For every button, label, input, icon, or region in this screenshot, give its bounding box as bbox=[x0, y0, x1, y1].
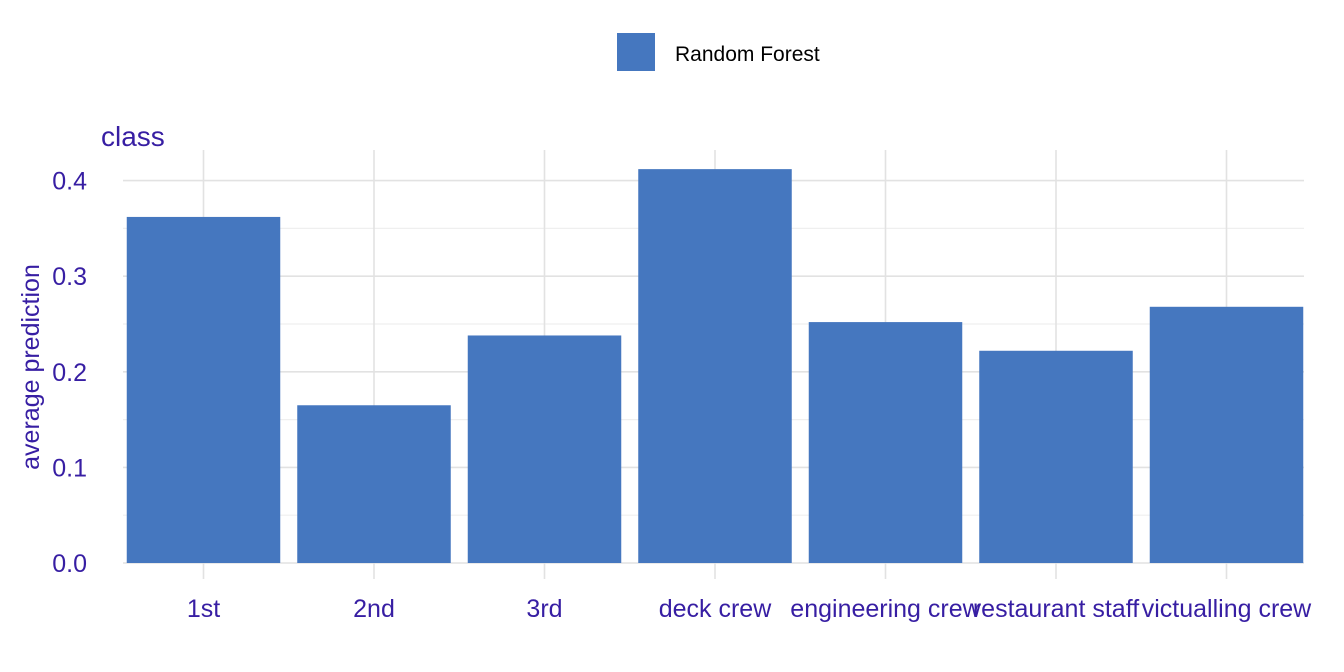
legend-label-random-forest: Random Forest bbox=[675, 43, 820, 66]
x-tick-label: engineering crew bbox=[790, 595, 981, 623]
y-tick-label: 0.3 bbox=[52, 263, 87, 291]
bar-1st bbox=[126, 216, 281, 564]
x-tick-label: 2nd bbox=[353, 595, 395, 623]
bar-3rd bbox=[467, 335, 622, 563]
y-tick-label: 0.2 bbox=[52, 359, 87, 387]
y-tick-label: 0.4 bbox=[52, 168, 87, 196]
bars bbox=[126, 169, 1304, 564]
x-tick-label: victualling crew bbox=[1142, 595, 1312, 623]
y-axis-ticks: 0.0 0.1 0.2 0.3 0.4 bbox=[52, 168, 87, 578]
x-tick-label: restaurant staff bbox=[973, 595, 1139, 623]
legend-swatch bbox=[617, 33, 655, 71]
x-tick-label: deck crew bbox=[659, 595, 772, 623]
x-axis-ticks: 1st 2nd 3rd deck crew engineering crewrestau… bbox=[187, 595, 1312, 623]
x-tick-label: 1st bbox=[187, 595, 220, 623]
y-tick-label: 0.1 bbox=[52, 454, 87, 482]
x-tick-label: 3rd bbox=[526, 595, 562, 623]
bar-victualling-crew bbox=[1149, 306, 1304, 563]
bar-restaurant-staff bbox=[979, 350, 1133, 563]
y-axis-title: average prediction bbox=[17, 264, 45, 470]
panel-title: class bbox=[101, 121, 165, 152]
bar-2nd bbox=[297, 405, 451, 563]
y-tick-label: 0.0 bbox=[52, 550, 87, 578]
legend: Random Forest bbox=[617, 33, 820, 71]
bar-deck-crew bbox=[638, 169, 792, 564]
bar-engineering-crew bbox=[808, 322, 963, 563]
